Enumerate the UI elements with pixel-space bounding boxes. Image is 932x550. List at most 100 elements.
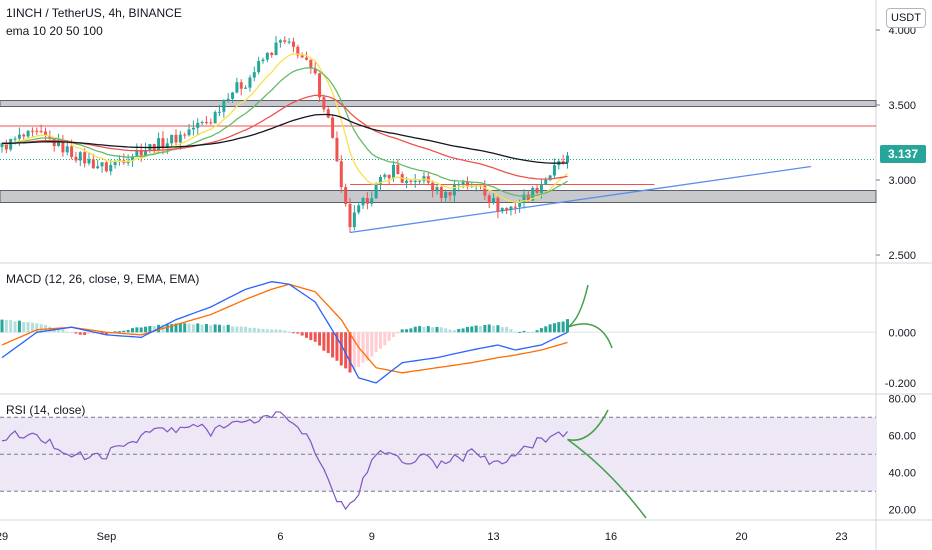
macd-histogram-bar-26	[113, 331, 117, 333]
macd-histogram-bar-88	[383, 332, 387, 346]
candle-body-85	[370, 198, 374, 204]
candle-body-53	[231, 92, 235, 99]
candle-body-75	[326, 109, 330, 118]
candle-body-73	[318, 73, 322, 98]
candle-body-129	[561, 161, 565, 163]
candle-body-104	[452, 184, 456, 196]
candle-body-6	[26, 130, 30, 137]
macd-histogram-bar-30	[131, 328, 134, 333]
rsi-tick-label-2: 40.00	[888, 468, 916, 480]
macd-histogram-bar-6	[26, 322, 30, 333]
candle-body-96	[418, 180, 422, 182]
rsi-label[interactable]: RSI (14, close)	[6, 403, 86, 417]
candle-body-9	[39, 131, 43, 133]
sr-zone-0[interactable]	[0, 100, 877, 107]
macd-histogram-bar-53	[231, 326, 235, 333]
macd-histogram-bar-66	[287, 331, 291, 333]
macd-histogram-bar-58	[252, 327, 256, 333]
macd-histogram-bar-67	[291, 332, 295, 334]
candle-body-3	[13, 138, 17, 140]
macd-histogram-bar-117	[509, 329, 513, 333]
macd-histogram-bar-1	[4, 319, 8, 333]
candle-body-120	[522, 194, 526, 203]
rsi-tick-label-0: 80.00	[888, 394, 916, 406]
macd-histogram-bar-123	[535, 330, 539, 333]
candle-body-105	[457, 184, 461, 186]
macd-histogram-bar-17	[74, 332, 78, 334]
macd-histogram-bar-108	[470, 326, 474, 333]
macd-histogram-bar-65	[283, 330, 287, 333]
macd-histogram-bar-9	[39, 324, 43, 333]
macd-histogram-bar-56	[244, 326, 248, 333]
macd-histogram-bar-95	[413, 326, 417, 333]
rsi-up-projection[interactable]	[567, 409, 609, 441]
macd-histogram-bar-43	[187, 323, 191, 333]
trendline[interactable]	[349, 165, 812, 234]
ema-20-line[interactable]	[1, 67, 568, 197]
currency-button[interactable]: USDT	[886, 8, 926, 28]
macd-down-projection[interactable]	[567, 323, 613, 349]
candle-body-112	[487, 195, 491, 203]
macd-signal-line[interactable]	[1, 283, 568, 374]
candle-body-95	[413, 180, 417, 182]
candle-body-99	[431, 182, 435, 191]
candle-body-94	[409, 180, 413, 182]
macd-label[interactable]: MACD (12, 26, close, 9, EMA, EMA)	[6, 272, 200, 286]
macd-histogram-bar-122	[531, 331, 535, 333]
candle-body-55	[239, 82, 243, 89]
macd-histogram-bar-42	[183, 323, 187, 333]
price-pane[interactable]	[0, 36, 877, 234]
macd-up-projection[interactable]	[567, 284, 589, 328]
candle-body-18	[78, 152, 82, 161]
macd-histogram-bar-38	[165, 324, 169, 333]
macd-histogram-bar-87	[378, 332, 382, 349]
macd-pane[interactable]	[0, 281, 876, 384]
candle-body-81	[352, 212, 356, 228]
macd-histogram-bar-52	[226, 324, 230, 333]
macd-histogram-bar-93	[405, 329, 409, 333]
rsi-pane[interactable]	[0, 409, 876, 519]
macd-histogram-bar-103	[448, 329, 452, 333]
ema-indicator-label[interactable]: ema 10 20 50 100	[6, 24, 103, 38]
time-axis[interactable]: 29 Sep 6 9 13 16 20 23	[0, 531, 848, 543]
macd-histogram-bar-46	[200, 324, 204, 333]
macd-histogram-bar-3	[13, 321, 17, 333]
ema-50-line[interactable]	[1, 94, 568, 180]
candle-body-43	[187, 129, 191, 136]
candle-body-2	[9, 138, 13, 150]
candle-body-102	[444, 192, 448, 198]
macd-histogram-bar-33	[144, 326, 148, 333]
macd-line[interactable]	[1, 281, 568, 384]
macd-histogram-bar-124	[539, 328, 543, 333]
macd-histogram-bar-35	[152, 326, 156, 333]
rsi-down-projection[interactable]	[567, 438, 647, 519]
candle-body-114	[496, 197, 500, 212]
macd-histogram-bar-48	[209, 325, 213, 333]
ema-100-line[interactable]	[1, 113, 568, 164]
macd-histogram-bar-20	[87, 332, 91, 334]
symbol-title[interactable]: 1INCH / TetherUS, 4h, BINANCE	[6, 6, 182, 20]
macd-histogram-bar-73	[318, 332, 322, 346]
sr-zone-1[interactable]	[0, 190, 877, 203]
macd-histogram-bar-77	[335, 332, 339, 361]
macd-histogram-bar-40	[174, 323, 178, 333]
candle-body-8	[35, 130, 39, 132]
time-tick-label-1: Sep	[97, 531, 117, 543]
macd-histogram-bar-49	[213, 324, 217, 333]
macd-histogram-bar-21	[91, 332, 95, 334]
macd-histogram-bar-97	[422, 326, 426, 333]
price-axis[interactable]: 4.000 3.500 3.000 2.500 0.000 -0.200 80.00 60.0…	[876, 25, 916, 517]
candle-body-64	[278, 40, 282, 43]
candle-body-93	[405, 180, 409, 183]
macd-histogram-bar-109	[474, 325, 478, 333]
candle-body-101	[439, 187, 443, 198]
macd-histogram-bar-14	[61, 329, 65, 333]
rsi-line[interactable]	[1, 411, 568, 511]
ema-10-line[interactable]	[1, 53, 568, 203]
candle-body-69	[300, 55, 304, 58]
macd-histogram-bar-130	[566, 319, 569, 333]
time-tick-label-3: 9	[369, 531, 375, 543]
candle-body-113	[492, 197, 496, 203]
macd-histogram-bar-18	[78, 332, 82, 335]
